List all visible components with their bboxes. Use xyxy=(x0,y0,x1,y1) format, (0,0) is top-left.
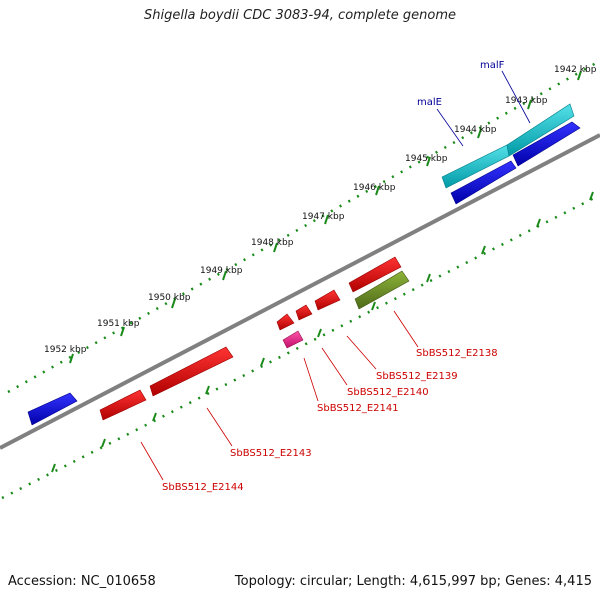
callout-line-E2138 xyxy=(393,310,419,348)
ruler-label: 1947 kbp xyxy=(302,212,345,222)
gene-E2138-block[interactable] xyxy=(354,270,410,310)
accession-info: Accession: NC_010658 xyxy=(8,574,156,589)
ruler-tick xyxy=(171,298,176,309)
ruler-tick xyxy=(426,273,431,283)
callout-line-E2140 xyxy=(321,347,348,386)
ruler-tick xyxy=(375,185,380,196)
gene-label-E2139[interactable]: SbBS512_E2139 xyxy=(376,371,458,382)
gene-label-malF[interactable]: malF xyxy=(480,60,505,71)
ruler-tick xyxy=(426,156,431,167)
forward-genes xyxy=(27,103,581,426)
gene-label-E2138[interactable]: SbBS512_E2138 xyxy=(416,348,498,359)
outer-ruler-major-ticks xyxy=(69,70,582,364)
callout-line-E2139 xyxy=(346,335,377,370)
map-title: Shigella boydii CDC 3083-94, complete ge… xyxy=(143,8,457,23)
ruler-labels: 1942 kbp 1943 kbp 1944 kbp 1945 kbp 1946… xyxy=(44,65,597,355)
ruler-label: 1949 kbp xyxy=(200,266,243,276)
ruler-label: 1952 kbp xyxy=(44,345,87,355)
callout-line-E2141 xyxy=(303,357,319,402)
gene-labels: malF malE SbBS512_E2138 SbBS512_E2139 Sb… xyxy=(162,60,505,493)
gene-callout-lines xyxy=(140,70,531,481)
ruler-label: 1946 kbp xyxy=(353,183,396,193)
ruler-tick xyxy=(317,328,322,338)
gene-malF-block[interactable] xyxy=(506,103,575,157)
gene-E2144-arrow[interactable] xyxy=(99,389,147,421)
gene-E2139-arrow[interactable] xyxy=(348,256,402,293)
gene-label-E2140[interactable]: SbBS512_E2140 xyxy=(347,387,429,398)
ruler-label: 1951 kbp xyxy=(97,319,140,329)
ruler-tick xyxy=(152,412,157,422)
ruler-tick xyxy=(51,463,56,473)
gene-label-E2144[interactable]: SbBS512_E2144 xyxy=(162,482,244,493)
ruler-tick xyxy=(205,385,210,395)
gene-E2140-arrow[interactable] xyxy=(314,289,341,311)
gene-label-E2141[interactable]: SbBS512_E2141 xyxy=(317,403,399,414)
genome-backbone xyxy=(0,133,600,450)
ruler-label: 1942 kbp xyxy=(554,65,597,75)
ruler-tick xyxy=(477,128,482,139)
inner-ruler-line xyxy=(1,194,599,500)
gene-label-E2143[interactable]: SbBS512_E2143 xyxy=(230,448,312,459)
ruler-tick xyxy=(120,326,125,337)
ruler-tick xyxy=(527,99,532,110)
ruler-label: 1950 kbp xyxy=(148,293,191,303)
callout-line-E2143 xyxy=(206,407,233,447)
ruler-label: 1948 kbp xyxy=(251,238,294,248)
inner-ruler-major-ticks xyxy=(51,191,594,473)
ruler-tick xyxy=(371,301,376,311)
ruler-label: 1943 kbp xyxy=(505,96,548,106)
ruler-tick xyxy=(222,270,227,281)
gene-blue-arrow[interactable] xyxy=(27,392,78,426)
ruler-tick xyxy=(536,218,541,228)
gene-pink-block[interactable] xyxy=(282,330,304,349)
ruler-tick xyxy=(260,357,265,367)
gene-blue-arrow[interactable] xyxy=(512,121,581,167)
ruler-label: 1945 kbp xyxy=(405,154,448,164)
ruler-label: 1944 kbp xyxy=(454,125,497,135)
gene-E2143-arrow[interactable] xyxy=(149,346,234,397)
callout-line-E2144 xyxy=(140,441,164,481)
ruler-tick xyxy=(69,353,74,364)
ruler-tick xyxy=(577,70,582,81)
gene-blue-arrow[interactable] xyxy=(450,160,517,205)
gene-E2141-arrow[interactable] xyxy=(295,304,313,321)
gene-red-small-arrow[interactable] xyxy=(276,313,295,331)
ruler-tick xyxy=(589,191,594,201)
callout-line-malE xyxy=(436,108,464,147)
reverse-genes xyxy=(99,256,410,421)
outer-ruler-line xyxy=(7,60,599,394)
topology-info: Topology: circular; Length: 4,615,997 bp… xyxy=(234,574,592,589)
callout-line-malF xyxy=(501,70,531,124)
gene-label-malE[interactable]: malE xyxy=(417,97,442,108)
ruler-tick xyxy=(273,242,278,253)
ruler-tick xyxy=(481,245,486,255)
ruler-tick xyxy=(101,438,106,448)
ruler-tick xyxy=(324,214,329,225)
